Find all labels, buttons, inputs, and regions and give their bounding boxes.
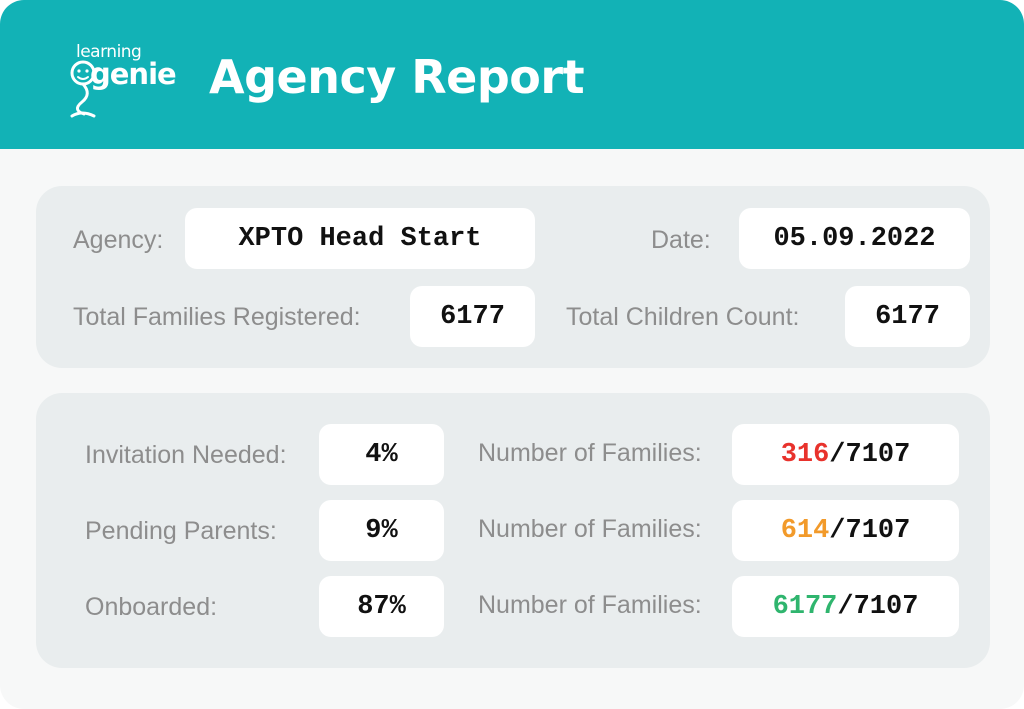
stat-label-onboarded: Onboarded:: [85, 593, 218, 621]
families-count-onboarded: 6177/7107: [732, 576, 959, 637]
header-bar: learning genie Agency Report: [0, 0, 1024, 149]
families-count-total: /7107: [829, 439, 911, 470]
families-label-invitation-needed: Number of Families:: [478, 439, 702, 467]
stat-percent-onboarded: 87%: [319, 576, 444, 637]
families-count-total: /7107: [829, 515, 911, 546]
logo-text-top: learning: [76, 42, 142, 62]
total-children-label: Total Children Count:: [566, 303, 800, 331]
stat-label-pending-parents: Pending Parents:: [85, 517, 277, 545]
families-count-value: 316: [780, 439, 830, 470]
date-label: Date:: [651, 226, 711, 254]
stat-label-invitation-needed: Invitation Needed:: [85, 441, 287, 469]
logo-text-bottom: genie: [90, 57, 177, 91]
families-count-total: /7107: [837, 591, 919, 622]
total-families-label: Total Families Registered:: [73, 303, 361, 331]
agency-value: XPTO Head Start: [185, 208, 535, 269]
families-count-invitation-needed: 316/7107: [732, 424, 959, 485]
families-label-pending-parents: Number of Families:: [478, 515, 702, 543]
learning-genie-logo: learning genie: [66, 40, 177, 120]
total-families-value: 6177: [410, 286, 535, 347]
families-count-pending-parents: 614/7107: [732, 500, 959, 561]
families-count-value: 6177: [772, 591, 838, 622]
families-label-onboarded: Number of Families:: [478, 591, 702, 619]
stat-percent-invitation-needed: 4%: [319, 424, 444, 485]
genie-mascot-icon: [70, 60, 96, 118]
agency-label: Agency:: [73, 226, 164, 254]
families-count-value: 614: [780, 515, 830, 546]
date-value: 05.09.2022: [739, 208, 970, 269]
page-title: Agency Report: [209, 50, 585, 104]
total-children-value: 6177: [845, 286, 970, 347]
stat-percent-pending-parents: 9%: [319, 500, 444, 561]
